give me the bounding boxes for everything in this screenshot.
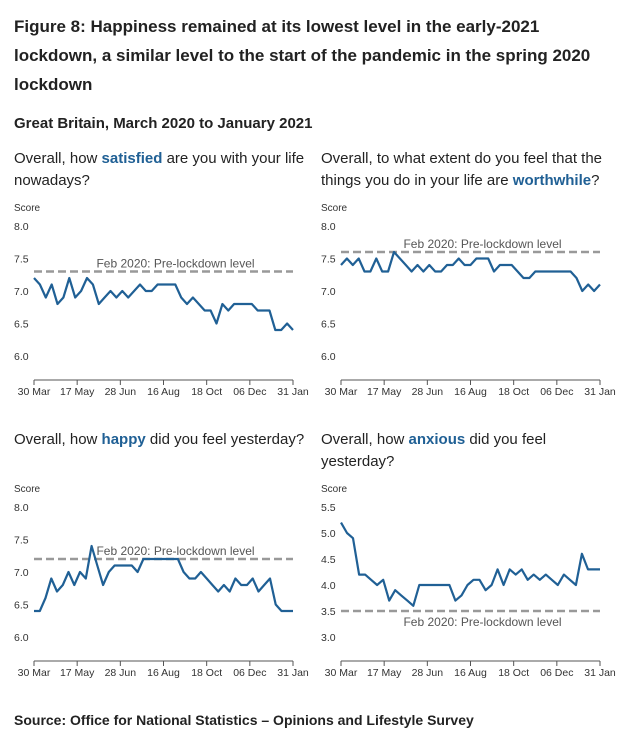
x-tick-label: 28 Jun (105, 667, 137, 679)
figure-subtitle: Great Britain, March 2020 to January 202… (14, 115, 313, 132)
question-keyword: satisfied (101, 150, 163, 167)
y-tick-label: 3.5 (321, 606, 336, 618)
y-tick-label: 6.5 (321, 319, 336, 331)
line-chart-satisfied: Score 8.0 7.5 7.0 6.5 6.0 30 Mar 17 May 28 Jun 16… (14, 203, 309, 398)
x-tick-label: 18 Oct (498, 667, 529, 679)
x-tick-label: 31 Jan (584, 667, 616, 679)
y-tick-label: 6.0 (14, 632, 29, 644)
y-unit-label: Score (321, 484, 348, 495)
y-tick-label: 6.0 (321, 351, 336, 363)
chart-panel-happy: Overall, how happy did you feel yesterda… (14, 429, 314, 709)
x-tick-label: 30 Mar (325, 386, 358, 398)
chart-question: Overall, how satisfied are you with your… (14, 148, 314, 192)
x-tick-label: 28 Jun (412, 667, 444, 679)
reference-label: Feb 2020: Pre-lockdown level (403, 615, 561, 629)
x-tick-label: 17 May (367, 386, 402, 398)
question-after: did you feel yesterday? (321, 431, 547, 470)
y-tick-label: 6.0 (14, 351, 29, 363)
y-tick-label: 7.5 (321, 254, 336, 266)
question-before: Overall, how (14, 150, 102, 167)
y-tick-label: 8.0 (14, 502, 29, 514)
y-tick-label: 6.5 (14, 600, 29, 612)
y-tick-label: 8.0 (14, 221, 29, 233)
line-chart-worthwhile: Score 8.0 7.5 7.0 6.5 6.0 30 Mar 17 May 28 Jun 16… (321, 203, 616, 398)
chart-question: Overall, to what extent do you feel that… (321, 148, 621, 192)
x-tick-label: 06 Dec (233, 386, 266, 398)
y-tick-label: 5.0 (321, 528, 336, 540)
x-tick-label: 18 Oct (191, 667, 222, 679)
figure-title: Figure 8: Happiness remained at its lowe… (14, 17, 591, 94)
x-tick-label: 30 Mar (18, 667, 51, 679)
y-tick-label: 7.0 (321, 286, 336, 298)
line-chart-happy: Score 8.0 7.5 7.0 6.5 6.0 30 Mar 17 May 28 Jun 16… (14, 484, 309, 679)
x-tick-label: 28 Jun (412, 386, 444, 398)
y-tick-label: 7.5 (14, 535, 29, 547)
y-tick-label: 5.5 (321, 502, 336, 514)
figure-source: Source: Office for National Statistics –… (14, 712, 474, 728)
reference-label: Feb 2020: Pre-lockdown level (96, 544, 254, 558)
question-before: Overall, how (321, 431, 409, 448)
x-tick-label: 06 Dec (540, 386, 573, 398)
question-after: ? (591, 172, 600, 189)
chart-panel-satisfied: Overall, how satisfied are you with your… (14, 148, 314, 428)
question-keyword: anxious (408, 431, 466, 448)
series-line (340, 522, 600, 607)
series-line (340, 250, 601, 293)
y-tick-label: 7.5 (14, 254, 29, 266)
x-tick-label: 31 Jan (277, 386, 309, 398)
y-tick-label: 3.0 (321, 632, 336, 644)
reference-label: Feb 2020: Pre-lockdown level (96, 257, 254, 271)
question-keyword: worthwhile (512, 172, 592, 189)
chart-panel-worthwhile: Overall, to what extent do you feel that… (321, 148, 621, 428)
y-tick-label: 6.5 (14, 319, 29, 331)
question-after: are you with your life nowadays? (14, 150, 305, 189)
x-tick-label: 17 May (60, 386, 95, 398)
x-tick-label: 30 Mar (325, 667, 358, 679)
x-tick-label: 17 May (60, 667, 95, 679)
chart-question: Overall, how happy did you feel yesterda… (14, 429, 314, 451)
question-before: Overall, to what extent do you feel that… (321, 150, 603, 189)
x-tick-label: 18 Oct (498, 386, 529, 398)
y-tick-label: 4.5 (321, 554, 336, 566)
x-tick-label: 31 Jan (277, 667, 309, 679)
chart-panel-anxious: Overall, how anxious did you feel yester… (321, 429, 621, 709)
question-after: did you feel yesterday? (145, 431, 305, 448)
x-tick-label: 18 Oct (191, 386, 222, 398)
y-tick-label: 7.0 (14, 286, 29, 298)
reference-label: Feb 2020: Pre-lockdown level (403, 237, 561, 251)
x-tick-label: 17 May (367, 667, 402, 679)
x-tick-label: 06 Dec (233, 667, 266, 679)
x-tick-label: 16 Aug (147, 667, 180, 679)
y-unit-label: Score (14, 484, 41, 495)
y-tick-label: 4.0 (321, 580, 336, 592)
x-tick-label: 06 Dec (540, 667, 573, 679)
x-tick-label: 28 Jun (105, 386, 137, 398)
question-before: Overall, how (14, 431, 102, 448)
line-chart-anxious: Score 5.5 5.0 4.5 4.0 3.5 3.0 30 Mar 17 May 28 Ju… (321, 484, 616, 679)
y-tick-label: 8.0 (321, 221, 336, 233)
series-line (33, 276, 294, 332)
series-line (34, 544, 293, 613)
x-tick-label: 16 Aug (454, 667, 487, 679)
x-tick-label: 30 Mar (18, 386, 51, 398)
question-keyword: happy (101, 431, 146, 448)
y-unit-label: Score (321, 203, 348, 214)
y-tick-label: 7.0 (14, 567, 29, 579)
x-tick-label: 16 Aug (147, 386, 180, 398)
chart-question: Overall, how anxious did you feel yester… (321, 429, 621, 473)
x-tick-label: 31 Jan (584, 386, 616, 398)
y-unit-label: Score (14, 203, 41, 214)
x-tick-label: 16 Aug (454, 386, 487, 398)
